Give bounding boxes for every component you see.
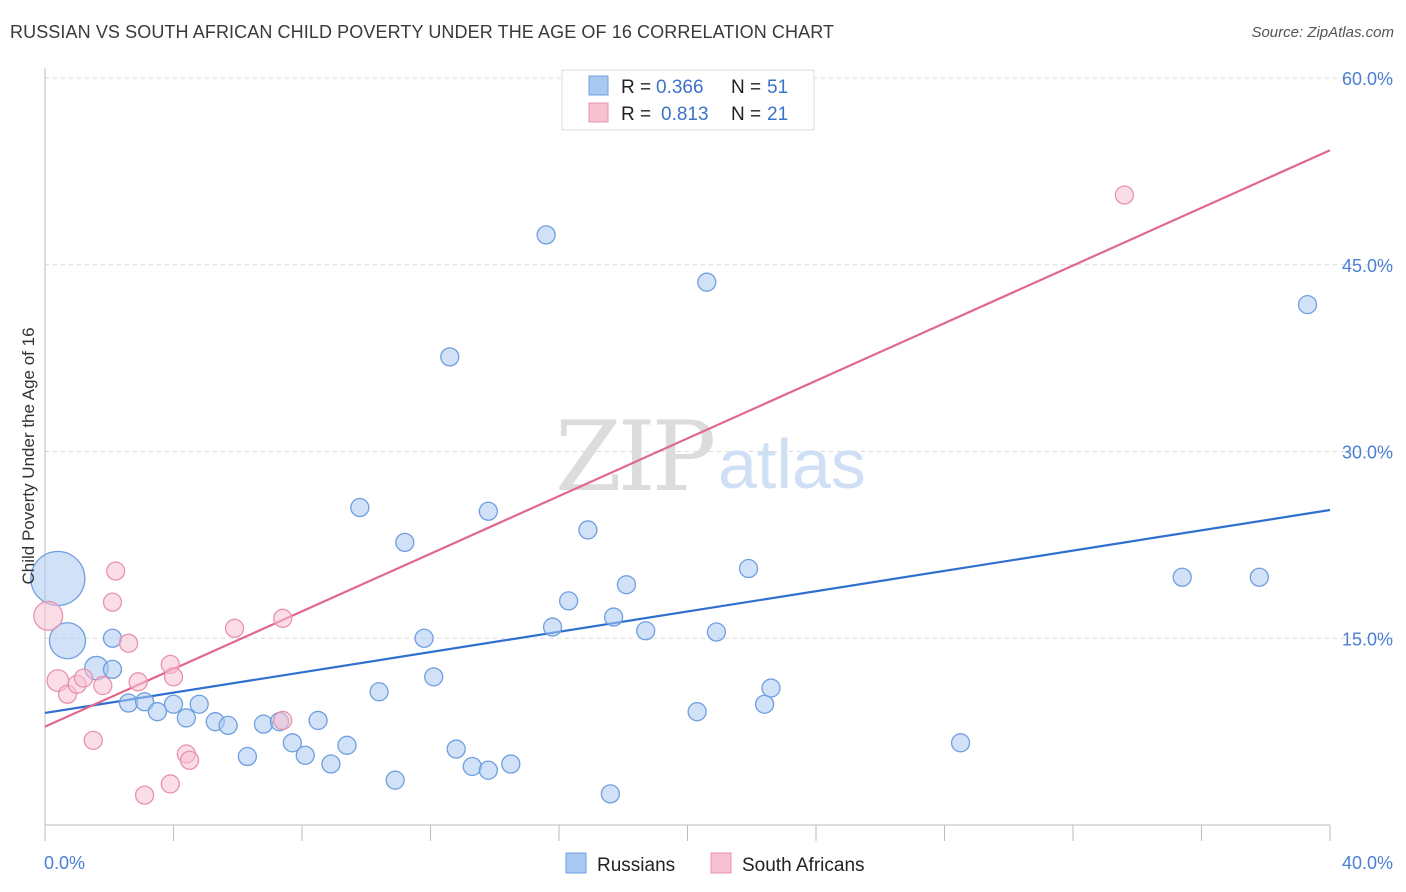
south-africans-point-14 (163, 667, 184, 687)
south-africans-point-11 (134, 785, 155, 805)
russians-point-49 (1249, 567, 1269, 587)
y-tick-label-0: 15.0% (1342, 629, 1393, 649)
russians-point-1 (48, 622, 87, 660)
chart-title: RUSSIAN VS SOUTH AFRICAN CHILD POVERTY U… (10, 22, 835, 42)
russians-point-35 (558, 591, 579, 611)
russians-point-0 (30, 550, 86, 607)
legend-n-value-russians: 51 (767, 77, 788, 98)
south-africans-point-6 (93, 675, 113, 696)
russians-point-41 (687, 702, 707, 722)
south-africans-point-18 (273, 710, 293, 731)
russians-point-7 (147, 702, 168, 722)
russians-point-40 (636, 621, 656, 641)
russians-point-20 (337, 735, 357, 755)
russians-point-5 (118, 693, 139, 713)
russians-trend-line (44, 508, 1331, 715)
y-tick-label-1: 30.0% (1342, 443, 1393, 463)
russians-point-50 (1297, 294, 1318, 315)
russians-point-33 (536, 225, 556, 245)
trend-lines (44, 149, 1331, 728)
russians-point-25 (414, 628, 434, 648)
bottom-legend-label-south-africans: South Africans (742, 855, 865, 876)
x-tick-label-0: 0.0% (44, 853, 85, 873)
bottom-legend-label-russians: Russians (597, 855, 675, 876)
russians-point-24 (395, 532, 415, 553)
south-africans-point-16 (179, 750, 200, 770)
russians-point-32 (501, 754, 521, 774)
legend-n-value-south-africans: 21 (767, 104, 788, 125)
watermark-atlas: atlas (718, 425, 866, 503)
russians-point-45 (754, 694, 775, 714)
russians-point-26 (424, 667, 444, 687)
russians-point-38 (603, 607, 624, 627)
south-africans-point-9 (118, 633, 139, 653)
russians-point-31 (478, 501, 498, 521)
legend-swatch-russians (588, 75, 609, 96)
south-africans-point-4 (73, 668, 94, 688)
russians-point-37 (600, 784, 621, 804)
russians-point-34 (542, 617, 563, 637)
russians-point-48 (1172, 567, 1192, 587)
south-africans-point-7 (102, 592, 123, 612)
russians-point-6 (134, 692, 155, 712)
legend-r-value-russians: 0.366 (656, 77, 704, 98)
russians-point-23 (385, 770, 405, 790)
bottom-legend: Russians South Africans (565, 852, 865, 876)
south-africans-point-13 (160, 774, 180, 794)
russians-point-13 (237, 746, 258, 767)
russians-point-42 (697, 272, 717, 292)
russians-point-44 (738, 558, 759, 579)
legend-r-value-south-africans: 0.813 (661, 104, 709, 125)
russians-point-39 (616, 575, 637, 595)
russians-point-43 (706, 622, 727, 642)
south-africans-point-0 (33, 600, 64, 631)
y-axis-label: Child Poverty Under the Age of 16 (19, 327, 38, 584)
legend-n-label-russians: N = (731, 77, 761, 98)
russians-point-16 (282, 733, 303, 753)
legend-n-label-south-africans: N = (731, 104, 761, 125)
grid-lines (45, 77, 1395, 639)
russians-point-18 (308, 710, 328, 731)
russians-point-3 (102, 659, 123, 680)
russians-point-4 (102, 628, 123, 648)
russians-point-22 (369, 682, 389, 702)
south-africans-point-8 (106, 561, 126, 581)
bottom-legend-swatch-south-africans (710, 852, 732, 874)
y-tick-label-3: 60.0% (1342, 69, 1393, 89)
y-tick-label-2: 45.0% (1342, 256, 1393, 276)
russians-point-10 (189, 694, 209, 714)
legend-r-label-south-africans: R = (621, 104, 651, 125)
top-legend: R = 0.366 N = 51 R = 0.813 N = 21 (561, 69, 815, 131)
russians-point-14 (253, 714, 274, 734)
south-africans-point-19 (273, 608, 293, 628)
bottom-legend-swatch-russians (565, 852, 587, 874)
legend-swatch-south-africans (588, 102, 609, 123)
south-africans-point-5 (83, 730, 103, 750)
source-label: Source: ZipAtlas.com (1251, 24, 1394, 41)
russians-point-30 (478, 760, 498, 780)
russians-point-36 (578, 520, 598, 540)
russians-point-21 (350, 497, 370, 518)
legend-r-label-russians: R = (621, 77, 651, 98)
russians-point-9 (176, 708, 197, 728)
russians-point-19 (321, 754, 341, 774)
south-africans-point-10 (128, 672, 148, 692)
russians-point-17 (295, 745, 315, 765)
axes (44, 68, 1331, 841)
russians-point-46 (761, 678, 781, 698)
data-points (30, 185, 1318, 805)
x-tick-label-1: 40.0% (1342, 853, 1393, 873)
south-africans-trend-line (44, 149, 1331, 728)
south-africans-point-17 (224, 618, 245, 638)
russians-point-12 (218, 715, 238, 736)
watermark-zip: ZIP (555, 401, 714, 513)
tick-labels: 15.0% 30.0% 45.0% 60.0% 0.0% 40.0% (44, 69, 1393, 873)
south-africans-point-20 (1114, 185, 1135, 205)
russians-point-27 (440, 347, 460, 367)
russians-point-28 (446, 739, 466, 759)
russians-point-29 (462, 756, 482, 777)
russians-point-8 (163, 694, 184, 714)
russians-point-47 (950, 733, 971, 753)
